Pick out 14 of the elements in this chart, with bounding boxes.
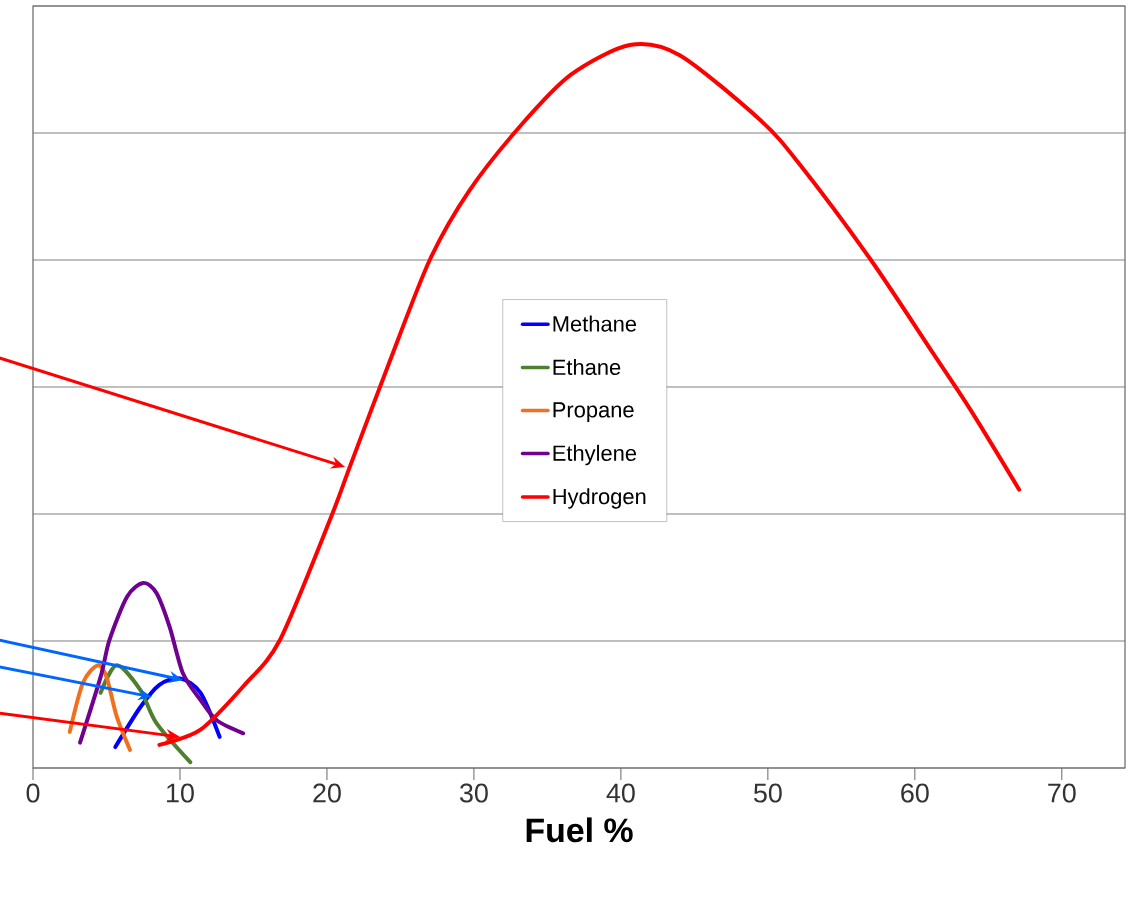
legend-label: Methane [553,315,637,332]
legend-label: Ethylene [553,444,637,466]
legend-label: Propane [553,402,634,422]
x-tick-label: 30 [459,783,488,803]
x-tick-label: 50 [753,783,782,803]
x-tick-label: 60 [901,783,929,803]
x-tick-label: 10 [167,783,194,803]
x-tick-label: 0 [26,783,40,803]
legend-label: Hydrogen [553,488,646,509]
x-tick-label: 70 [1048,783,1076,803]
x-tick-label: 20 [313,783,341,803]
x-axis-title: Fuel % [526,817,633,843]
x-tick-label: 40 [606,783,635,803]
legend-label: Ethane [553,358,621,376]
